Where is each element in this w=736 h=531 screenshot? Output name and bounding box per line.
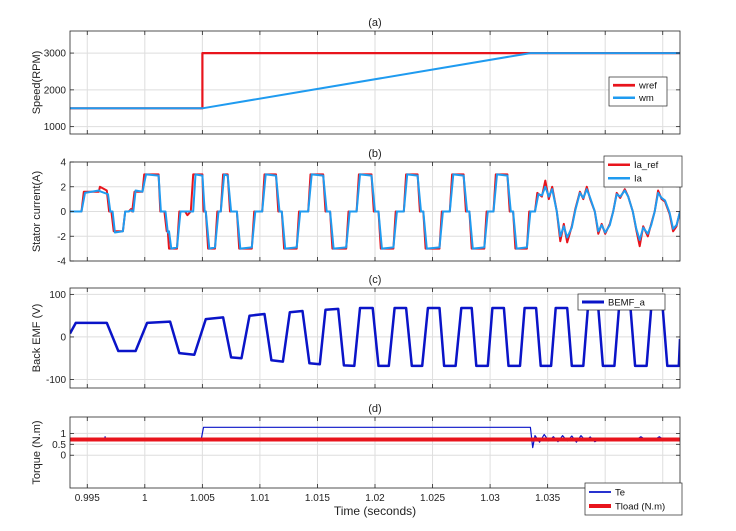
legend-label: Ia_ref xyxy=(634,160,659,171)
y-axis-label: Stator current(A) xyxy=(31,171,43,252)
panel-title: (c) xyxy=(369,274,382,286)
legend-label: BEMF_a xyxy=(608,297,646,308)
x-tick-label: 1.01 xyxy=(250,493,270,504)
legend-box xyxy=(577,293,666,311)
legend: BEMF_a xyxy=(577,293,666,311)
legend-box xyxy=(608,76,668,107)
panel-title: (b) xyxy=(368,148,381,160)
y-tick-label: 0 xyxy=(60,332,66,343)
panel-2: -4 -2 0 2 4 (b) Stator current(A) Ia_ref Ia xyxy=(31,148,683,268)
series-line-ia xyxy=(70,173,680,250)
series-group xyxy=(70,51,680,110)
legend: Ia_ref Ia xyxy=(603,155,683,188)
legend-label: Ia xyxy=(634,174,643,185)
y-tick-label: -4 xyxy=(57,257,66,268)
x-tick-label: 1.03 xyxy=(480,493,500,504)
x-tick-label: 1.015 xyxy=(305,493,330,504)
y-tick-label: 1 xyxy=(60,429,66,440)
legend-box xyxy=(603,155,683,188)
x-tick-label: 1 xyxy=(142,493,148,504)
panel-3: -100 0 100 (c) Back EMF (V) BEMF_a xyxy=(31,274,681,389)
x-tick-label: 1.035 xyxy=(535,493,560,504)
series-line-bemf-a xyxy=(70,306,680,368)
y-tick-label: 2 xyxy=(60,182,66,193)
x-tick-label: 0.995 xyxy=(75,493,100,504)
legend-label: wref xyxy=(638,81,657,92)
legend-label: wm xyxy=(638,93,654,104)
y-tick-label: 3000 xyxy=(44,49,67,60)
y-tick-label: 4 xyxy=(60,158,66,169)
series-group xyxy=(70,306,680,368)
legend: Te Tload (N.m) xyxy=(584,482,683,516)
panel-4: 00.510.995 1 1.005 1.01 1.015 1.02 1.025 1.03 1.… xyxy=(31,403,683,518)
x-tick-label: 1.025 xyxy=(420,493,445,504)
series-group xyxy=(70,173,680,250)
x-tick-label: 1.02 xyxy=(365,493,385,504)
panel-title: (a) xyxy=(368,17,381,29)
y-tick-label: 0.5 xyxy=(52,440,66,451)
y-tick-label: 2000 xyxy=(44,85,67,96)
y-tick-label: 100 xyxy=(49,290,66,301)
y-tick-label: 0 xyxy=(60,451,66,462)
x-tick-label: 1.005 xyxy=(190,493,215,504)
legend-box xyxy=(584,482,683,516)
x-axis-label: Time (seconds) xyxy=(334,504,416,518)
y-axis-label: Torque (N.m) xyxy=(31,420,43,484)
y-tick-label: 0 xyxy=(60,207,66,218)
series-line-wm xyxy=(70,52,680,110)
legend-label: Tload (N.m) xyxy=(615,501,665,512)
panel-title: (d) xyxy=(368,403,381,415)
y-tick-label: 1000 xyxy=(44,122,67,133)
legend-label: Te xyxy=(615,487,625,498)
y-tick-label: -100 xyxy=(46,375,66,386)
y-axis-label: Speed(RPM) xyxy=(31,51,43,115)
y-axis-label: Back EMF (V) xyxy=(31,304,43,372)
series-group xyxy=(70,426,680,449)
y-tick-label: -2 xyxy=(57,232,66,243)
